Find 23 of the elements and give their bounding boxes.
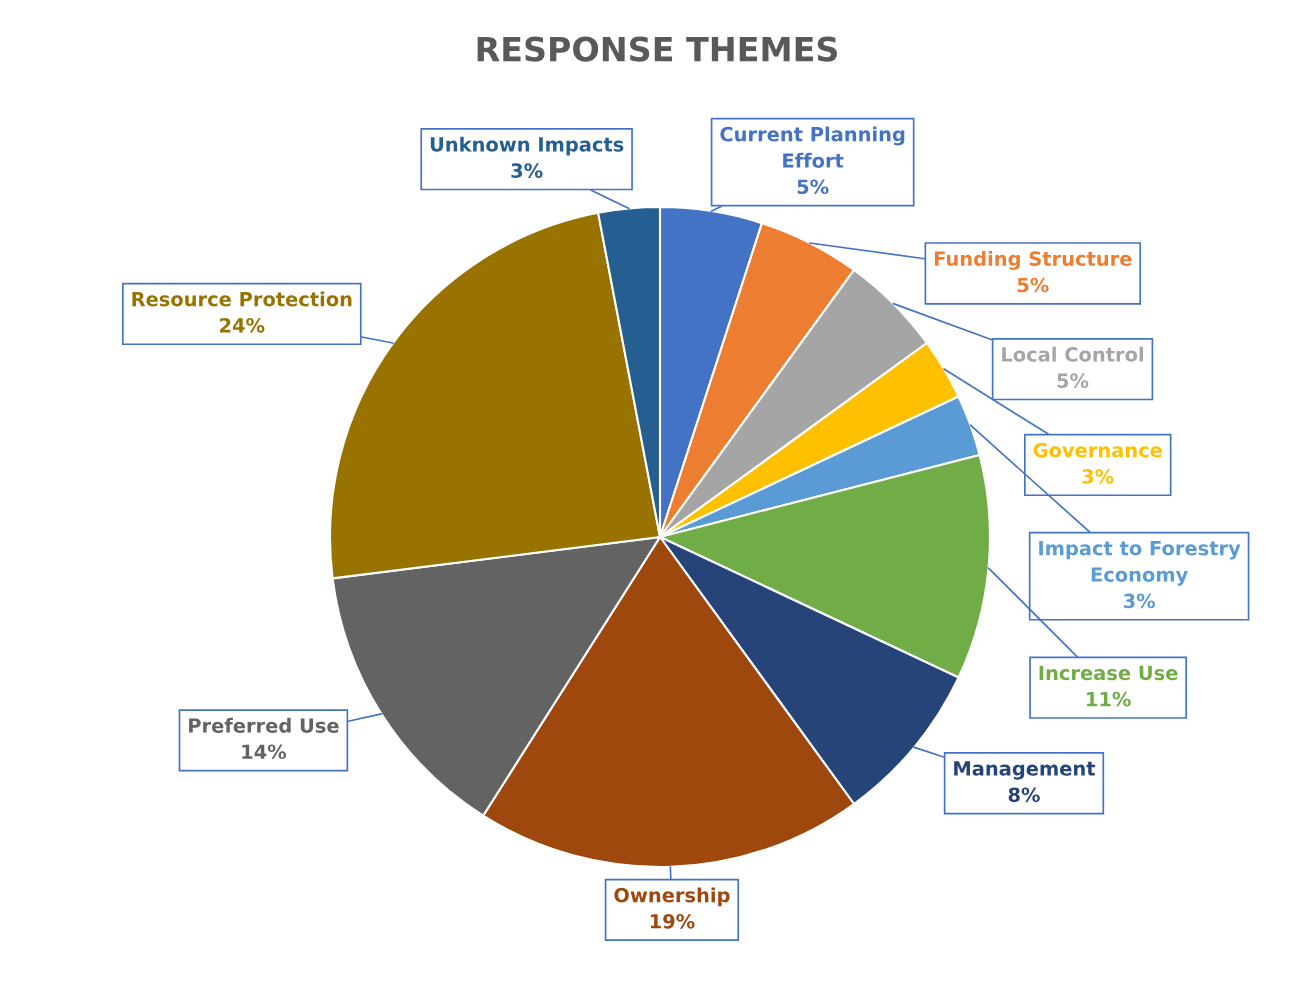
data-label: 3% xyxy=(1123,593,1155,609)
data-label: 5% xyxy=(1057,373,1089,388)
slice-label: Increase Use xyxy=(1039,665,1178,681)
data-label: 3% xyxy=(511,163,543,178)
slice-label: Unknown Impacts xyxy=(430,136,624,156)
data-label: 8% xyxy=(1008,787,1040,803)
data-label: 5% xyxy=(797,179,829,195)
data-label: 14% xyxy=(242,744,287,760)
data-label: 5% xyxy=(1017,277,1049,293)
data-label: 11% xyxy=(1087,691,1131,707)
data-label: 24% xyxy=(220,317,265,333)
slice-label: Ownership xyxy=(614,887,730,907)
slice-label: Resource Protection xyxy=(132,291,352,307)
slice-label: Impact to Forestry Economy xyxy=(1039,541,1241,586)
data-label: 3% xyxy=(1082,468,1114,484)
data-label: 19% xyxy=(650,913,695,929)
slice-label: Management xyxy=(954,761,1096,780)
slice-label: Preferred Use xyxy=(189,717,339,733)
chart-title: RESPONSE THEMES xyxy=(477,36,837,62)
slice-label: Governance xyxy=(1033,442,1162,458)
slice-label: Local Control xyxy=(1002,346,1143,362)
slice-label: Current Planning Effort xyxy=(720,126,905,168)
slice-label: Funding Structure xyxy=(934,250,1132,270)
